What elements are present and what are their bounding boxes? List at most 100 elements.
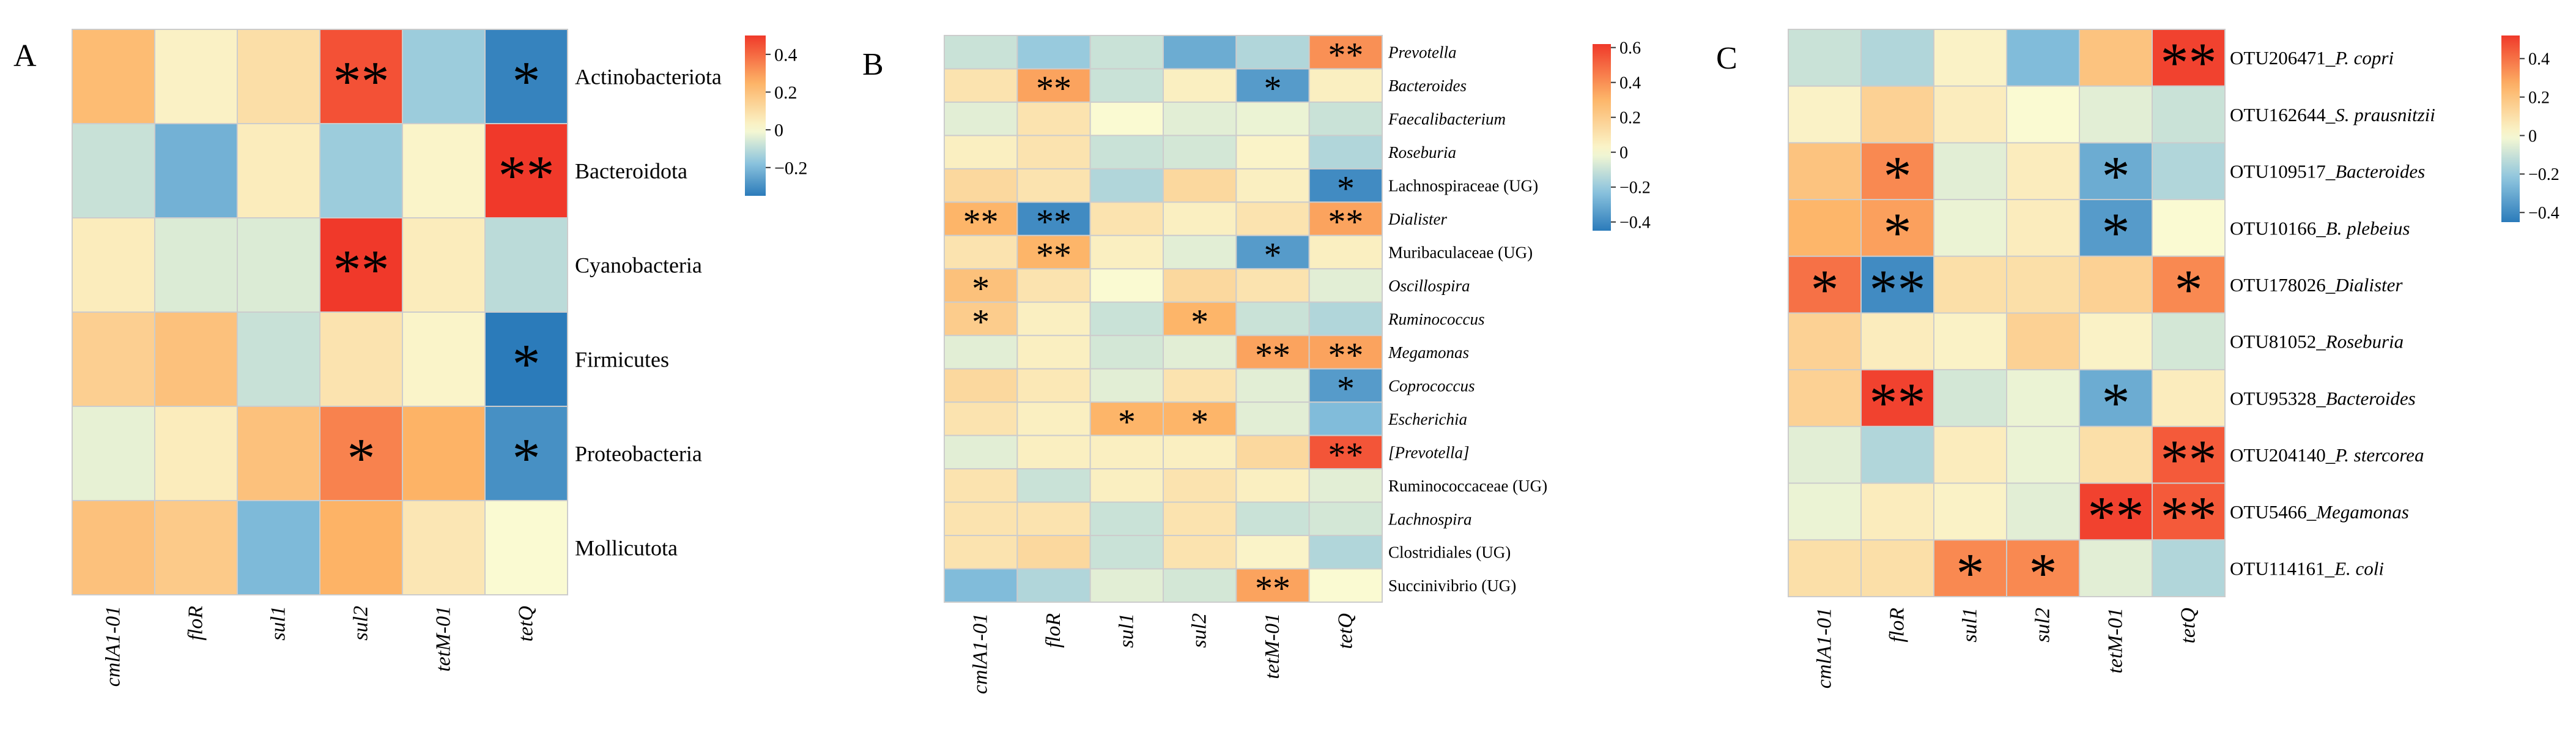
heatmap-cell (1235, 468, 1310, 503)
row-label-species: S. prausnitzii (2335, 104, 2435, 125)
heatmap-cell (402, 311, 486, 407)
colorbar-tick-label: −0.4 (2528, 204, 2559, 223)
row-label: OTU109517_Bacteroides (2230, 161, 2425, 182)
heatmap-cell (1163, 168, 1237, 203)
heatmap-cell (944, 501, 1018, 537)
row-label-otu: OTU10166_ (2230, 217, 2326, 239)
heatmap-cell (944, 168, 1018, 203)
heatmap-cell (1788, 425, 1862, 484)
heatmap-cell (1933, 85, 2007, 144)
heatmap-cell (1089, 335, 1164, 370)
row-label: OTU178026_Dialister (2230, 274, 2403, 296)
heatmap-cell (1089, 535, 1164, 570)
colorbar-tick-label: 0.4 (2528, 50, 2550, 69)
heatmap-cell (1163, 401, 1237, 436)
row-label: Muribaculaceae (UG) (1388, 244, 1533, 262)
row-label: OTU95328_Bacteroides (2230, 387, 2416, 409)
column-label: cmlA1-01 (969, 613, 992, 694)
significance-stars: * (2102, 201, 2130, 264)
heatmap-cell (1089, 68, 1164, 103)
heatmap-cell (1016, 301, 1091, 337)
row-label-otu: OTU114161_ (2230, 558, 2335, 580)
column-label: tetM-01 (432, 606, 455, 672)
heatmap-cell (1308, 301, 1383, 337)
heatmap-cell (237, 29, 320, 124)
heatmap-cell (319, 406, 403, 501)
row-label-otu: OTU95328_ (2230, 387, 2326, 409)
heatmap-cell (1308, 68, 1383, 103)
column-label: tetQ (1334, 613, 1356, 649)
significance-stars: ** (333, 50, 390, 113)
heatmap-cell (2079, 425, 2153, 484)
heatmap-cell (1163, 468, 1237, 503)
colorbar (1593, 44, 1611, 231)
heatmap-cell (1163, 101, 1237, 136)
heatmap-cell (1788, 312, 1862, 371)
heatmap-cell (944, 135, 1018, 170)
heatmap-cell (1860, 85, 1934, 144)
heatmap-cell (944, 468, 1018, 503)
heatmap-cell (1308, 168, 1383, 203)
heatmap-cell (2006, 199, 2080, 257)
heatmap-cell (2152, 539, 2226, 597)
row-label: Actinobacteriota (575, 65, 722, 89)
heatmap-cell (1089, 568, 1164, 603)
heatmap-cell (2152, 85, 2226, 144)
heatmap-cell (1163, 68, 1237, 103)
row-label: Ruminococcaceae (UG) (1388, 477, 1547, 495)
heatmap-cell (1788, 142, 1862, 201)
heatmap-cell (1788, 29, 1862, 87)
heatmap-cell (1163, 135, 1237, 170)
heatmap-cell (154, 406, 238, 501)
heatmap-cell (2152, 425, 2226, 484)
colorbar-tick-label: −0.4 (1619, 214, 1651, 233)
heatmap-cell (1163, 568, 1237, 603)
heatmap-cell (944, 535, 1018, 570)
row-label: Megamonas (1388, 343, 1469, 362)
heatmap-cell (1089, 168, 1164, 203)
heatmap-cell (1860, 312, 1934, 371)
heatmap-cell (1788, 482, 1862, 541)
row-label-species: Bacteroides (2326, 387, 2416, 409)
heatmap-cell (1089, 35, 1164, 70)
heatmap-cell (1235, 568, 1310, 603)
heatmap-cell (1235, 434, 1310, 470)
heatmap-cell (1788, 199, 1862, 257)
heatmap-cell (2006, 255, 2080, 314)
heatmap-cell (1089, 234, 1164, 270)
heatmap-cell (319, 123, 403, 218)
row-label: Succinivibrio (UG) (1388, 576, 1516, 595)
colorbar-tick-label: 0.2 (774, 83, 798, 103)
heatmap-cell (2152, 199, 2226, 257)
heatmap-cell (154, 29, 238, 124)
heatmap-cell (1089, 434, 1164, 470)
heatmap-cell (1016, 268, 1091, 303)
heatmap-cell (1308, 135, 1383, 170)
heatmap-cell (1163, 434, 1237, 470)
heatmap-cell (944, 234, 1018, 270)
heatmap-cell (2079, 29, 2153, 87)
row-label-otu: OTU5466_ (2230, 501, 2317, 523)
row-label: OTU206471_P. copri (2230, 47, 2394, 69)
heatmap-cell (1163, 368, 1237, 403)
heatmap-cell (1308, 234, 1383, 270)
significance-stars: ** (1255, 568, 1290, 608)
heatmap-cell (1308, 368, 1383, 403)
heatmap-panel-c: C *** ** ** ** *** ***** *** *OTU206471_P. copri… (1716, 29, 2559, 688)
row-label-otu: OTU204140_ (2230, 444, 2336, 466)
heatmap-panel-b: B **** **** ** **** *** *** **** *****Prevotella… (862, 35, 1651, 694)
heatmap-cell (1089, 368, 1164, 403)
significance-stars: * (2175, 258, 2203, 321)
heatmap-cell (72, 217, 155, 313)
heatmap-panel-a: A ** ******* *ActinobacteriotaBacteroidotaC… (13, 29, 807, 687)
significance-stars: ** (2088, 485, 2144, 548)
heatmap-cell (1308, 101, 1383, 136)
heatmap-cell (484, 217, 568, 313)
heatmap-cell (319, 311, 403, 407)
colorbar-tick-label: 0.4 (1619, 74, 1641, 93)
heatmap-cell (944, 101, 1018, 136)
heatmap-cell (944, 568, 1018, 603)
significance-stars: * (2102, 371, 2130, 434)
heatmap-cell (1933, 369, 2007, 427)
colorbar-tick-label: 0 (774, 121, 783, 141)
